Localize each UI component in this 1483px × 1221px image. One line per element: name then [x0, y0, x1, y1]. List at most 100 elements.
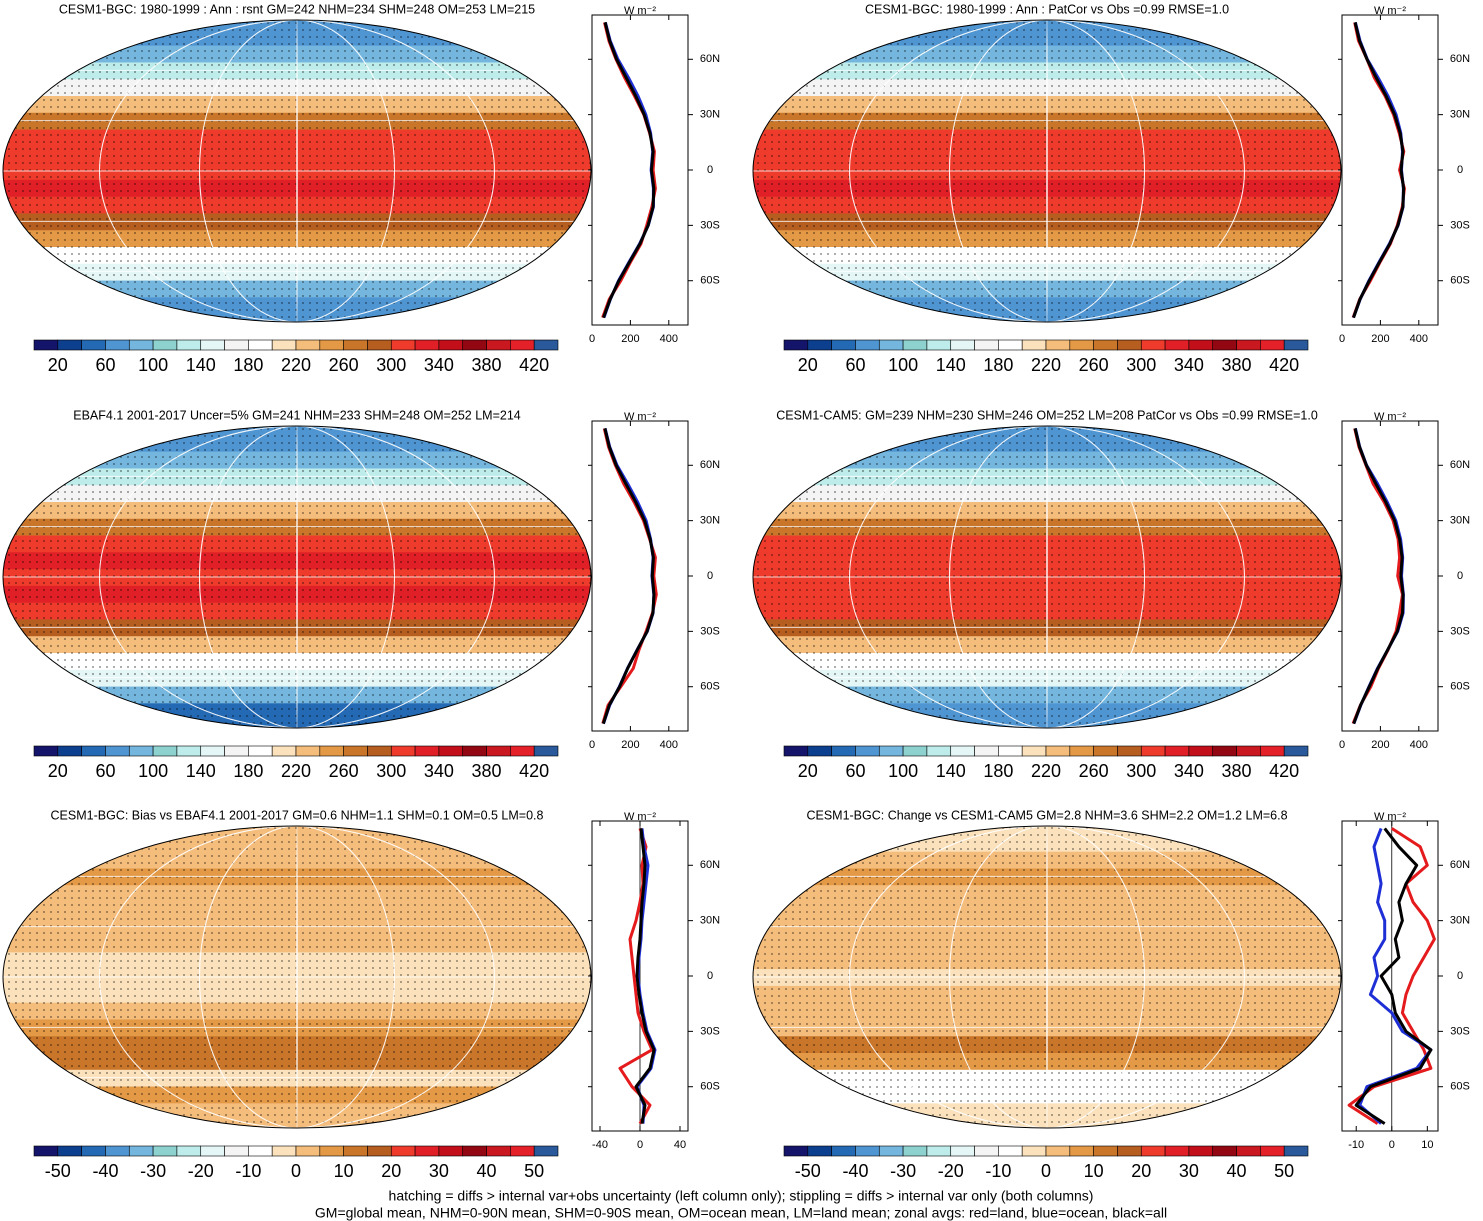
- zonal-units: W m⁻²: [1374, 5, 1406, 17]
- zonal-frame: [591, 14, 689, 326]
- colorbar-box: [343, 745, 368, 757]
- colorbar-label: 260: [329, 355, 359, 375]
- map-meridian: [948, 20, 1146, 322]
- colorbar-label: 300: [1126, 761, 1156, 781]
- colorbar-label: 300: [376, 355, 406, 375]
- colorbar-box: [33, 339, 59, 351]
- colorbar-label: 380: [472, 355, 502, 375]
- map: [3, 20, 591, 322]
- map-meridian: [99, 826, 495, 1128]
- zonal-units: W m⁻²: [1374, 811, 1406, 823]
- map-meridian: [849, 826, 1245, 1128]
- colorbar-box: [1212, 339, 1237, 351]
- colorbar-label: 380: [1222, 761, 1252, 781]
- colorbar-label: -40: [842, 1161, 868, 1181]
- panel-title: CESM1-BGC: Bias vs EBAF4.1 2001-2017 GM=…: [51, 808, 544, 822]
- colorbar-label: 0: [291, 1161, 301, 1181]
- colorbar-box: [855, 745, 880, 757]
- colorbar-box: [855, 1145, 880, 1157]
- colorbar-box: [248, 1145, 273, 1157]
- y-tick-label: 0: [707, 570, 713, 582]
- x-tick-label: 10: [1421, 1139, 1433, 1151]
- colorbar-box: [200, 1145, 225, 1157]
- colorbar-label: 140: [186, 355, 216, 375]
- colorbar-label: 180: [233, 761, 263, 781]
- colorbar-label: 100: [138, 355, 168, 375]
- colorbar-label: 140: [186, 761, 216, 781]
- colorbar-box: [1140, 745, 1166, 757]
- zonal-frame: [1341, 14, 1439, 326]
- colorbar-box: [1164, 339, 1190, 351]
- colorbar-label: -50: [795, 1161, 821, 1181]
- colorbar-box: [438, 1145, 464, 1157]
- y-tick-label: 30N: [700, 515, 720, 527]
- colorbar-box: [367, 339, 392, 351]
- colorbar-box: [390, 745, 416, 757]
- colorbar-box: [462, 745, 487, 757]
- colorbar-box: [998, 745, 1023, 757]
- colorbar-box: [367, 1145, 392, 1157]
- colorbar-box: [390, 1145, 416, 1157]
- colorbar-label: 60: [95, 761, 115, 781]
- colorbar-label: 420: [1269, 761, 1299, 781]
- map-meridian: [296, 426, 298, 728]
- colorbar-box: [271, 745, 297, 757]
- colorbar-box: [414, 339, 440, 351]
- colorbar-box: [128, 339, 154, 351]
- colorbar-label: 300: [376, 761, 406, 781]
- x-tick-label: 200: [1371, 739, 1389, 751]
- colorbar-box: [1140, 339, 1166, 351]
- colorbar-box: [533, 745, 559, 757]
- colorbar-box: [533, 339, 559, 351]
- colorbar-label: 260: [1079, 761, 1109, 781]
- x-tick-label: 400: [1410, 333, 1428, 345]
- colorbar-box: [1045, 745, 1071, 757]
- x-tick-label: 400: [1410, 739, 1428, 751]
- colorbar-label: -10: [985, 1161, 1011, 1181]
- colorbar-box: [271, 1145, 297, 1157]
- colorbar-box: [974, 339, 999, 351]
- colorbar-box: [855, 339, 880, 351]
- map-outline: [752, 825, 1342, 1129]
- colorbar-label: 40: [1227, 1161, 1247, 1181]
- zonal-units: W m⁻²: [624, 411, 656, 423]
- colorbar-box: [295, 339, 321, 351]
- colorbar-box: [224, 339, 249, 351]
- colorbar-box: [783, 339, 809, 351]
- colorbar-box: [462, 1145, 487, 1157]
- colorbar-label: 180: [233, 355, 263, 375]
- y-tick-label: 30N: [700, 109, 720, 121]
- colorbar-box: [1283, 1145, 1309, 1157]
- footer-note: GM=global mean, NHM=0-90N mean, SHM=0-90…: [315, 1205, 1167, 1221]
- colorbar-label: 20: [381, 1161, 401, 1181]
- colorbar-box: [152, 339, 178, 351]
- colorbar-box: [200, 339, 225, 351]
- colorbar-box: [998, 339, 1023, 351]
- x-tick-label: 400: [660, 739, 678, 751]
- x-tick-label: 200: [621, 739, 639, 751]
- y-tick-label: 60N: [1450, 859, 1470, 871]
- colorbar-box: [831, 745, 856, 757]
- map-meridian: [1046, 426, 1048, 728]
- colorbar-box: [902, 745, 928, 757]
- colorbar-box: [510, 1145, 535, 1157]
- colorbar-label: 420: [519, 355, 549, 375]
- colorbar-box: [1093, 745, 1118, 757]
- colorbar-box: [152, 1145, 178, 1157]
- colorbar-box: [902, 339, 928, 351]
- colorbar-label: -50: [45, 1161, 71, 1181]
- colorbar-box: [176, 339, 202, 351]
- colorbar-box: [81, 745, 106, 757]
- panel-title: CESM1-CAM5: GM=239 NHM=230 SHM=246 OM=25…: [776, 408, 1318, 422]
- map: [753, 826, 1341, 1128]
- x-tick-label: 0: [1389, 1139, 1395, 1151]
- colorbar-label: 220: [1031, 355, 1061, 375]
- map-meridian: [99, 20, 495, 322]
- colorbar-label: 140: [936, 355, 966, 375]
- colorbar-box: [1188, 1145, 1214, 1157]
- x-tick-label: 40: [674, 1139, 686, 1151]
- colorbar-box: [1212, 745, 1237, 757]
- zonal-line: [618, 827, 654, 1125]
- colorbar-box: [81, 1145, 106, 1157]
- colorbar-box: [783, 745, 809, 757]
